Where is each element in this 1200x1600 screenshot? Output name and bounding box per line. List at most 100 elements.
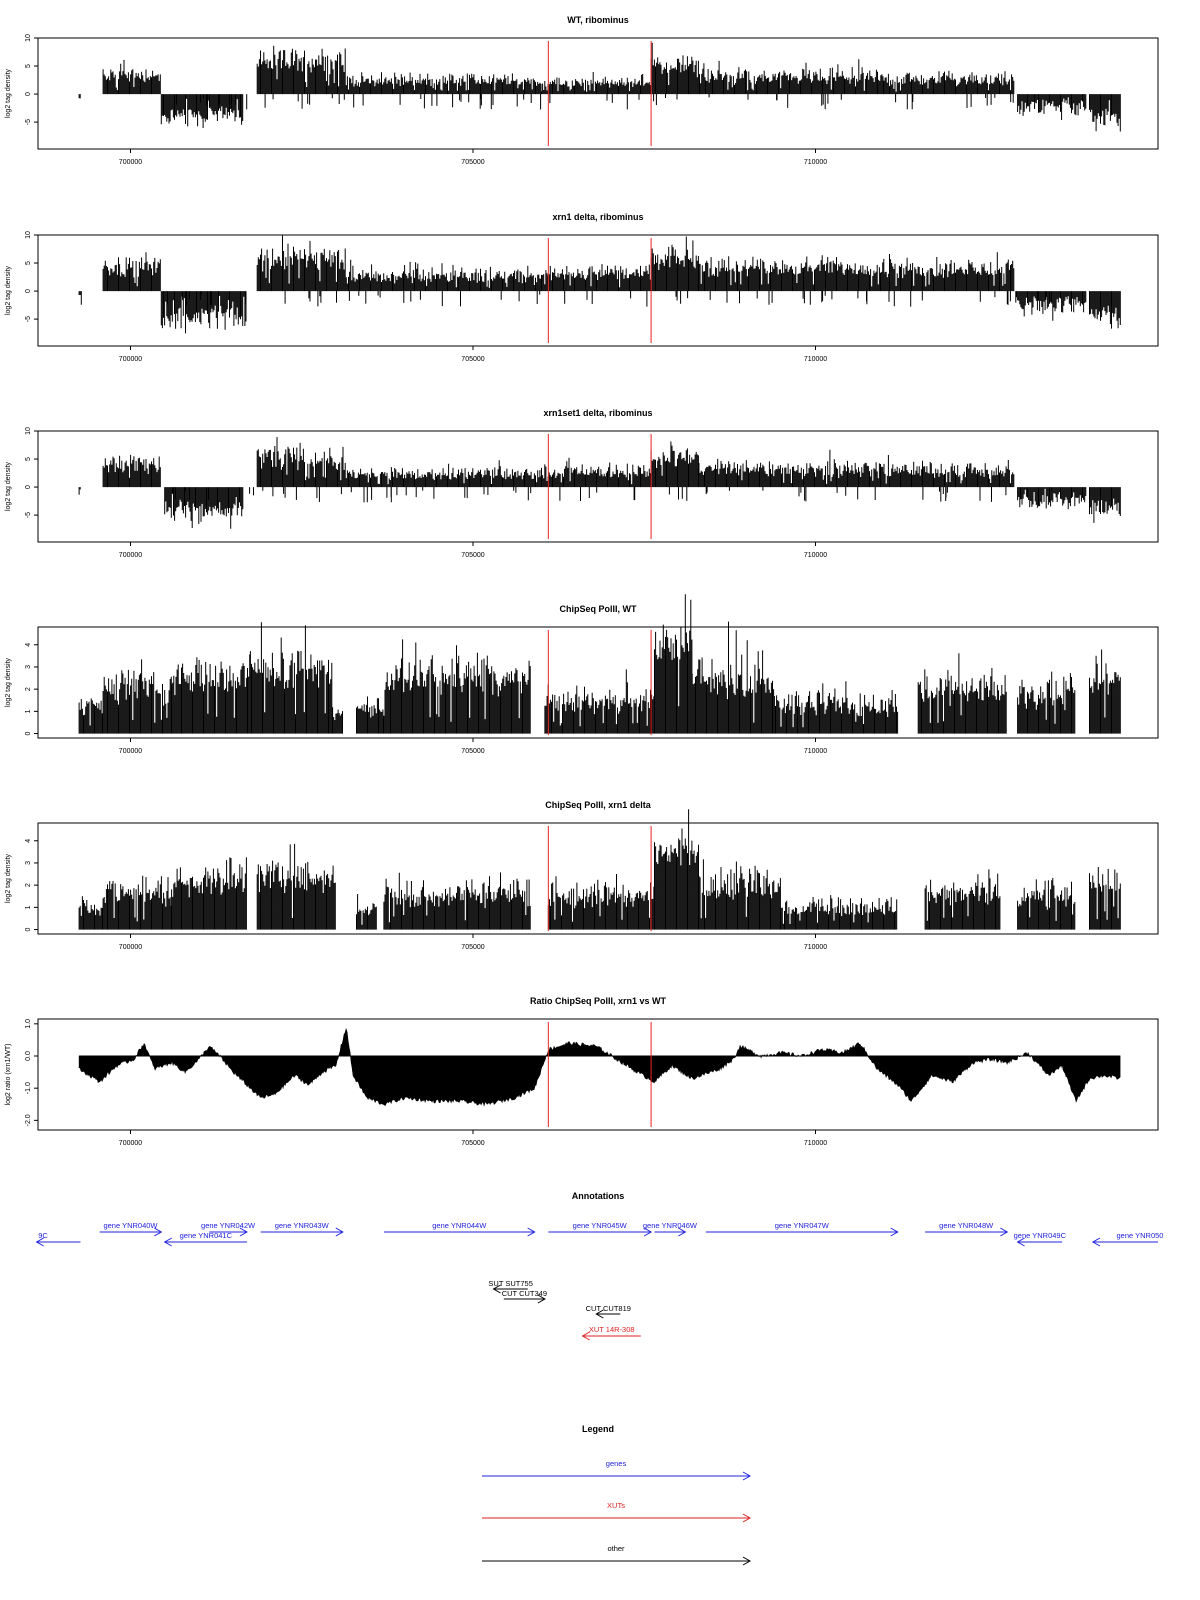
legend-label: XUTs [607, 1501, 625, 1510]
y-tick-label: 2 [25, 687, 32, 691]
other-label: SUT SUT755 [488, 1279, 532, 1288]
y-axis-label: log2 tag density [5, 853, 12, 903]
gene-arrow-head [527, 1227, 536, 1237]
signal-bars [78, 235, 1121, 334]
y-axis-label: log2 ratio (xrn1/WT) [5, 1044, 12, 1106]
x-tick-label: 705000 [461, 356, 484, 363]
gene-label: gene YNR050 [1117, 1231, 1164, 1240]
gene-label: gene YNR045W [573, 1221, 628, 1230]
y-tick-label: 0 [25, 928, 32, 932]
y-tick-label: 2 [25, 883, 32, 887]
y-tick-label: 5 [25, 64, 32, 68]
y-tick-label: 1.0 [25, 1019, 32, 1029]
y-axis-label: log2 tag density [5, 265, 12, 315]
legend-arrow-head [742, 1556, 752, 1566]
panel-title: Ratio ChipSeq PolII, xrn1 vs WT [530, 996, 667, 1006]
x-tick-label: 710000 [804, 356, 827, 363]
other-arrow-head [537, 1294, 546, 1304]
y-tick-label: -5 [25, 119, 32, 125]
gene-label: 9C [38, 1231, 48, 1240]
other-arrow-head [492, 1284, 501, 1294]
gene-arrow-head [1091, 1237, 1101, 1247]
y-tick-label: 10 [25, 427, 32, 435]
x-tick-label: 710000 [804, 944, 827, 951]
gene-label: gene YNR043W [275, 1221, 330, 1230]
x-tick-label: 700000 [119, 159, 142, 166]
plot-frame [37, 37, 1159, 150]
x-tick-label: 710000 [804, 159, 827, 166]
legend-title: Legend [582, 1424, 614, 1434]
y-tick-label: 3 [25, 665, 32, 669]
panel-4: ChipSeq PolII, xrn1 delta log2 tag densit… [5, 800, 1159, 951]
panel-5: Ratio ChipSeq PolII, xrn1 vs WT log2 rati… [5, 996, 1159, 1147]
x-tick-label: 700000 [119, 748, 142, 755]
x-tick-label: 700000 [119, 944, 142, 951]
plot-frame [37, 626, 1159, 739]
x-tick-label: 710000 [804, 748, 827, 755]
x-tick-label: 705000 [461, 1140, 484, 1147]
x-tick-label: 700000 [119, 552, 142, 559]
x-tick-label: 705000 [461, 944, 484, 951]
gene-arrow-head [163, 1237, 172, 1247]
signal-bars [78, 809, 1121, 930]
x-tick-label: 705000 [461, 159, 484, 166]
panel-title: WT, ribominus [567, 15, 629, 25]
panel-1: xrn1 delta, ribominus log2 tag density -5 0… [5, 212, 1159, 363]
ratio-area [78, 1027, 1121, 1107]
y-axis-label: log2 tag density [5, 461, 12, 511]
gene-arrow-head [239, 1227, 248, 1237]
x-tick-label: 710000 [804, 1140, 827, 1147]
y-tick-label: 4 [25, 839, 32, 843]
gene-label: gene YNR041C [180, 1231, 233, 1240]
plot-frame [37, 234, 1159, 347]
legend-label: genes [606, 1459, 627, 1468]
y-tick-label: 10 [25, 231, 32, 239]
y-tick-label: -2.0 [25, 1114, 32, 1126]
y-tick-label: -5 [25, 316, 32, 322]
legend-arrow-head [742, 1513, 752, 1523]
signal-bars [78, 42, 1121, 132]
xut-label: XUT 14R-308 [589, 1325, 635, 1334]
panel-0: WT, ribominus log2 tag density -5 0 5 10 70000… [5, 15, 1159, 166]
legend-arrow-head [742, 1471, 752, 1481]
other-arrow-head [595, 1309, 604, 1319]
panel-2: xrn1set1 delta, ribominus log2 tag densit… [5, 408, 1159, 559]
gene-arrow-head [1000, 1227, 1009, 1237]
gene-arrow-head [35, 1237, 44, 1247]
y-tick-label: 1 [25, 905, 32, 909]
gene-label: gene YNR044W [432, 1221, 487, 1230]
x-tick-label: 705000 [461, 748, 484, 755]
y-axis-label: log2 tag density [5, 657, 12, 707]
annotations-title: Annotations [572, 1191, 625, 1201]
x-tick-label: 705000 [461, 552, 484, 559]
other-label: CUT CUT349 [502, 1289, 547, 1298]
plot-frame [37, 1018, 1159, 1131]
gene-arrow-head [154, 1227, 163, 1237]
y-tick-label: 0 [25, 732, 32, 736]
gene-label: gene YNR049C [1014, 1231, 1067, 1240]
y-tick-label: -1.0 [25, 1082, 32, 1094]
y-axis-label: log2 tag density [5, 68, 12, 118]
y-tick-label: 5 [25, 261, 32, 265]
gene-arrow-head [1016, 1237, 1025, 1247]
x-tick-label: 710000 [804, 552, 827, 559]
y-tick-label: 4 [25, 643, 32, 647]
gene-arrow-head [890, 1227, 899, 1237]
other-label: CUT CUT819 [586, 1304, 631, 1313]
y-tick-label: 0 [25, 92, 32, 96]
gene-arrow-head [643, 1227, 653, 1237]
y-tick-label: -5 [25, 512, 32, 518]
signal-bars [78, 594, 1121, 734]
panel-title: xrn1set1 delta, ribominus [543, 408, 652, 418]
x-tick-label: 700000 [119, 1140, 142, 1147]
gene-label: gene YNR047W [775, 1221, 830, 1230]
y-tick-label: 1 [25, 709, 32, 713]
panel-title: xrn1 delta, ribominus [552, 212, 643, 222]
gene-label: gene YNR048W [939, 1221, 994, 1230]
y-tick-label: 0 [25, 485, 32, 489]
y-tick-label: 5 [25, 457, 32, 461]
xut-arrow-head [581, 1331, 590, 1341]
